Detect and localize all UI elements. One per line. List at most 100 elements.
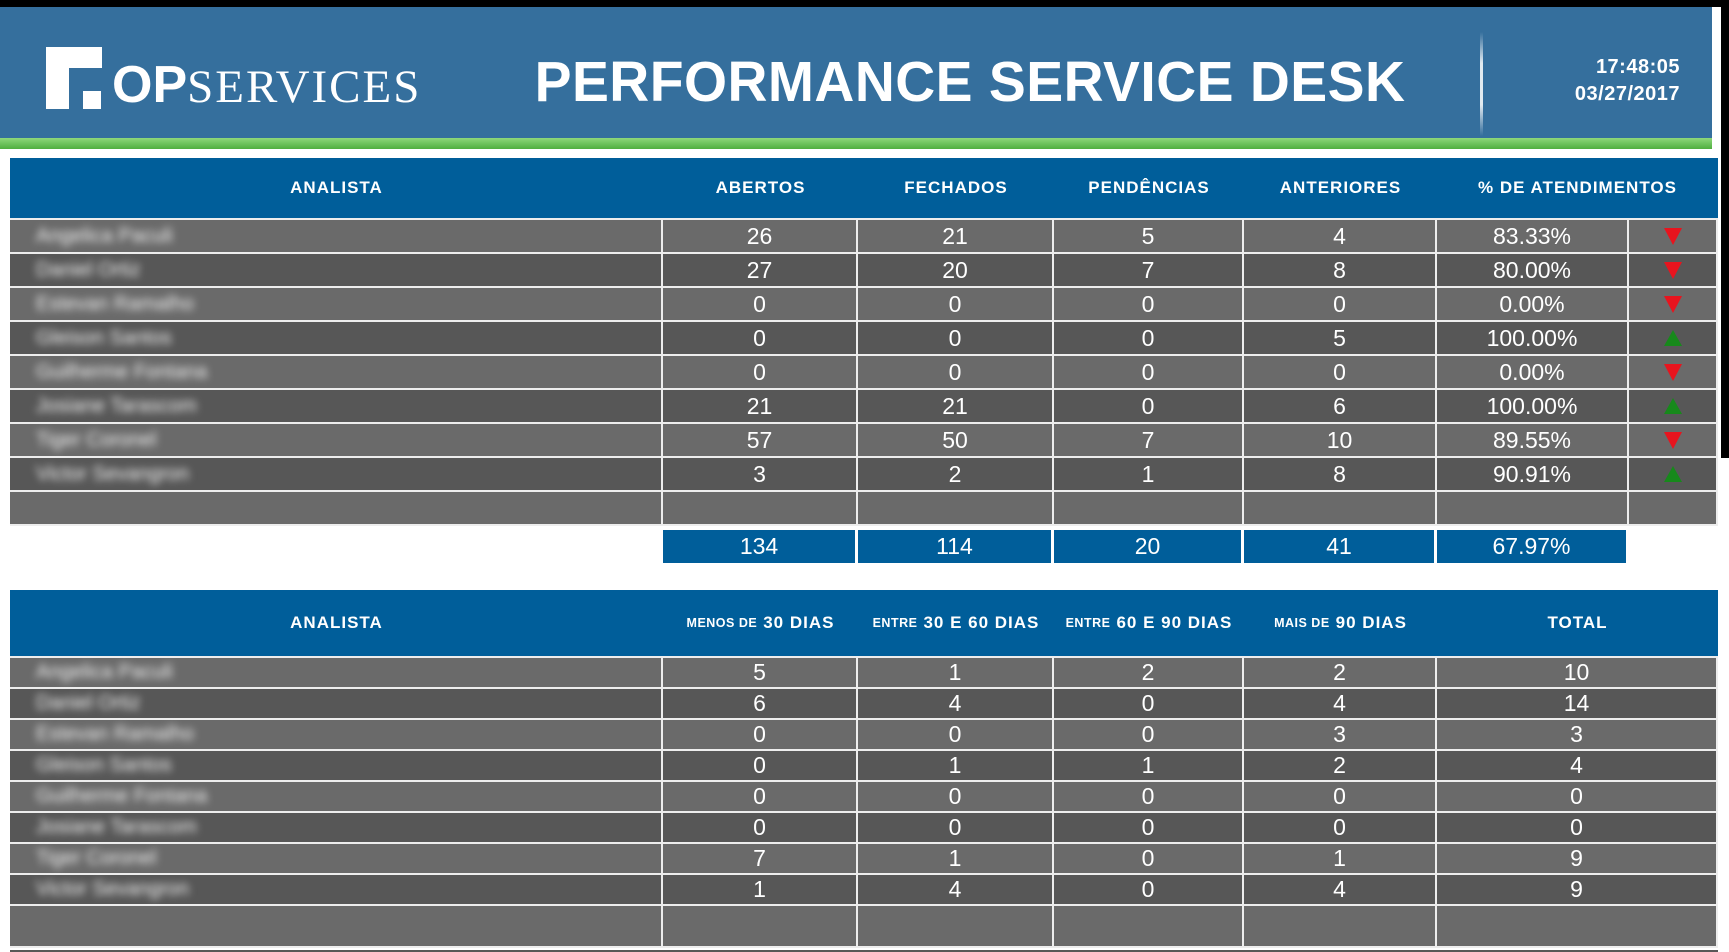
value-cell: 50 [858,424,1054,458]
value-cell: 9 [1437,875,1718,906]
performance-table-body: Angelica Paculi 26 21 5 4 83.33% Daniel Ortiz 2… [10,218,1718,526]
opservices-logo: OP SERVICES [112,47,422,115]
column-header-prefix: MENOS DE [686,616,758,630]
analyst-name-cell: Victor Sevangron [10,458,663,492]
value-cell: 0 [858,782,1054,813]
value-cell: 0 [1054,720,1244,751]
value-cell: 10 [1437,658,1718,689]
aging-table-body: Angelica Paculi 5 1 2 2 10 Daniel Ortiz 6 4 0 4 14 E… [10,656,1718,948]
empty-row [10,906,1718,948]
value-cell: 5 [1054,220,1244,254]
clock: 17:48:05 03/27/2017 [1575,54,1680,108]
value-cell: 0 [1054,813,1244,844]
analyst-name: Gleison Santos [36,754,172,776]
value-cell: 2 [1244,751,1437,782]
column-header: ENTRE 30 E 60 DIAS [858,590,1054,656]
value-cell: 3 [1437,720,1718,751]
value-cell: 7 [1054,424,1244,458]
column-header: PENDÊNCIAS [1088,178,1210,197]
totals-row: 134 114 20 41 67.97% [10,530,1718,563]
logo-services-text: SERVICES [187,60,422,113]
header-divider [1480,32,1483,136]
analyst-name: Tiger Coronel [36,847,157,869]
value-cell: 7 [663,844,858,875]
trend-up-icon [1663,466,1682,482]
value-cell: 0 [1054,689,1244,720]
empty-cell [1054,906,1244,948]
value-cell: 0 [663,322,858,356]
value-cell: 0 [1054,875,1244,906]
value-cell: 0 [1054,844,1244,875]
empty-cell [1629,492,1718,526]
value-cell: 4 [1244,220,1437,254]
value-cell: 21 [663,390,858,424]
empty-cell [1437,492,1629,526]
value-cell: 80.00% [1437,254,1629,288]
empty-cell [10,906,663,948]
analyst-name: Victor Sevangron [36,462,190,485]
aging-table: ANALISTA MENOS DE 30 DIAS ENTRE 30 E 60 DIAS… [10,590,1718,952]
empty-cell [858,906,1054,948]
column-header: FECHADOS [904,178,1008,197]
column-header-label: 30 DIAS [763,613,835,632]
analyst-name-cell: Daniel Ortiz [10,254,663,288]
value-cell: 1 [1244,844,1437,875]
table-row: Victor Sevangron 3 2 1 8 90.91% [10,458,1718,492]
value-cell: 0 [1054,390,1244,424]
value-cell: 2 [1054,658,1244,689]
value-cell: 1 [663,875,858,906]
column-header: ANALISTA [10,590,663,656]
analyst-name-cell: Gleison Santos [10,751,663,782]
value-cell: 57 [663,424,858,458]
trend-down-icon [1663,227,1682,245]
value-cell: 0 [1244,782,1437,813]
value-cell: 0 [858,288,1054,322]
value-cell: 0 [858,322,1054,356]
analyst-name-cell: Daniel Ortiz [10,689,663,720]
value-cell: 0 [1054,782,1244,813]
aging-table-header: ANALISTA MENOS DE 30 DIAS ENTRE 30 E 60 DIAS… [10,590,1718,656]
partial-row [10,950,1718,952]
value-cell: 83.33% [1437,220,1629,254]
column-header: ANALISTA [290,178,383,197]
value-cell: 20 [858,254,1054,288]
value-cell: 2 [858,458,1054,492]
column-header: MAIS DE 90 DIAS [1244,590,1437,656]
totals-value: 134 [663,530,858,563]
value-cell: 5 [663,658,858,689]
trend-cell [1629,390,1718,424]
value-cell: 100.00% [1437,322,1629,356]
column-header-label: ANALISTA [290,613,383,632]
table-row: Estevan Ramalho 0 0 0 3 3 [10,720,1718,751]
analyst-name: Gleison Santos [36,326,172,349]
analyst-name-cell: Josiane Tarascom [10,813,663,844]
empty-cell [858,492,1054,526]
value-cell: 0 [1054,288,1244,322]
empty-cell [10,492,663,526]
trend-up-icon [1663,330,1682,346]
totals-value: 41 [1244,530,1437,563]
value-cell: 0 [1244,356,1437,390]
value-cell: 3 [663,458,858,492]
empty-cell [663,492,858,526]
value-cell: 7 [1054,254,1244,288]
value-cell: 0 [663,720,858,751]
table-row: Gleison Santos 0 0 0 5 100.00% [10,322,1718,356]
analyst-name-cell: Angelica Paculi [10,658,663,689]
value-cell: 8 [1244,458,1437,492]
column-header-label: TOTAL [1547,613,1608,632]
value-cell: 27 [663,254,858,288]
column-header-prefix: ENTRE [872,616,918,630]
trend-cell [1629,220,1718,254]
analyst-name: Victor Sevangron [36,878,190,900]
value-cell: 0 [663,782,858,813]
trend-cell [1629,356,1718,390]
logo-op-text: OP [112,56,188,115]
analyst-name: Angelica Paculi [36,224,173,247]
logo-shape-left [46,47,69,109]
header-band: OP SERVICES PERFORMANCE SERVICE DESK 17:4… [0,7,1712,138]
analyst-name-cell: Guilherme Fontana [10,782,663,813]
empty-cell [663,906,858,948]
column-header-label: 90 DIAS [1335,613,1407,632]
value-cell: 26 [663,220,858,254]
